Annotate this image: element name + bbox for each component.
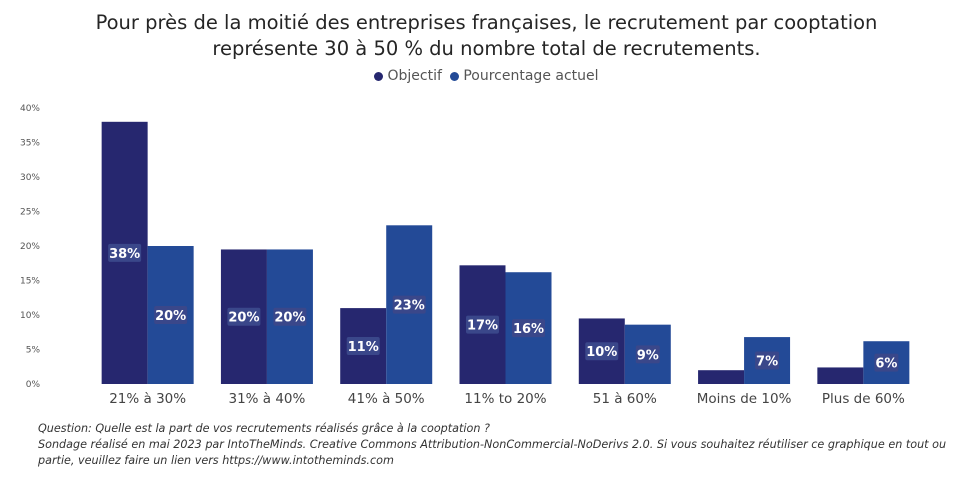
y-tick-label: 20% (20, 242, 40, 252)
x-tick-label: 21% à 30% (109, 391, 186, 407)
legend-label-actuel: Pourcentage actuel (463, 68, 599, 84)
y-tick-label: 0% (26, 380, 41, 390)
data-label: 20% (274, 311, 305, 326)
y-tick-label: 10% (20, 311, 40, 321)
data-label-background (346, 337, 380, 356)
chart-title-line-1: Pour près de la moitié des entreprises f… (95, 11, 878, 34)
data-label-background (227, 307, 261, 326)
data-label: 16% (513, 322, 544, 337)
data-label-background (273, 307, 307, 326)
y-tick-label: 5% (26, 346, 41, 356)
data-label: 10% (586, 345, 617, 360)
x-tick-label: 51 à 60% (593, 391, 657, 407)
data-label: 6% (875, 357, 897, 372)
x-tick-label: Moins de 10% (697, 391, 792, 407)
legend-item-objectif[interactable]: Objectif (374, 68, 442, 84)
data-label-background (466, 315, 499, 334)
data-label-background (585, 342, 619, 361)
data-label-background (392, 295, 426, 314)
bar-objectif (698, 370, 745, 384)
footnote-question: Question: Quelle est la part de vos recr… (38, 422, 490, 435)
x-tick-label: 11% to 20% (464, 391, 546, 407)
data-label: 38% (109, 247, 140, 262)
data-label-background (874, 353, 899, 372)
data-label: 7% (756, 355, 778, 370)
data-label: 17% (467, 319, 498, 334)
x-tick-label: 41% à 50% (348, 391, 425, 407)
data-label: 11% (348, 340, 379, 355)
data-label-background (154, 306, 188, 324)
data-label: 9% (637, 348, 659, 363)
data-label-background (755, 351, 780, 370)
bar-objectif (817, 367, 864, 384)
data-label: 23% (394, 299, 425, 314)
chart-title: Pour près de la moitié des entreprises f… (0, 10, 973, 62)
y-tick-label: 15% (20, 277, 40, 287)
footnote: Question: Quelle est la part de vos recr… (38, 421, 968, 469)
chart-legend: Objectif Pourcentage actuel (0, 68, 973, 85)
bar-chart: 0% 5% 10% 15% 20% 25% 30% 35% 40% 38% 20% 21% à 30%… (20, 104, 910, 407)
legend-item-actuel[interactable]: Pourcentage actuel (450, 68, 599, 84)
x-tick-label: Plus de 60% (822, 391, 905, 407)
chart-title-line-2: représente 30 à 50 % du nombre total de … (212, 37, 761, 60)
legend-swatch-objectif (374, 71, 384, 81)
data-label-background (512, 319, 545, 338)
y-tick-label: 30% (20, 173, 40, 183)
y-tick-label: 25% (20, 208, 40, 218)
legend-swatch-actuel (450, 71, 460, 81)
x-tick-label: 31% à 40% (228, 391, 305, 407)
data-label-background (108, 243, 142, 262)
data-label: 20% (155, 309, 186, 324)
y-tick-label: 40% (20, 104, 40, 114)
y-tick-label: 35% (20, 139, 40, 149)
data-label-background (635, 345, 660, 364)
footnote-source: Sondage réalisé en mai 2023 par IntoTheM… (38, 438, 947, 467)
legend-label-objectif: Objectif (387, 68, 442, 84)
data-label: 20% (228, 311, 259, 326)
